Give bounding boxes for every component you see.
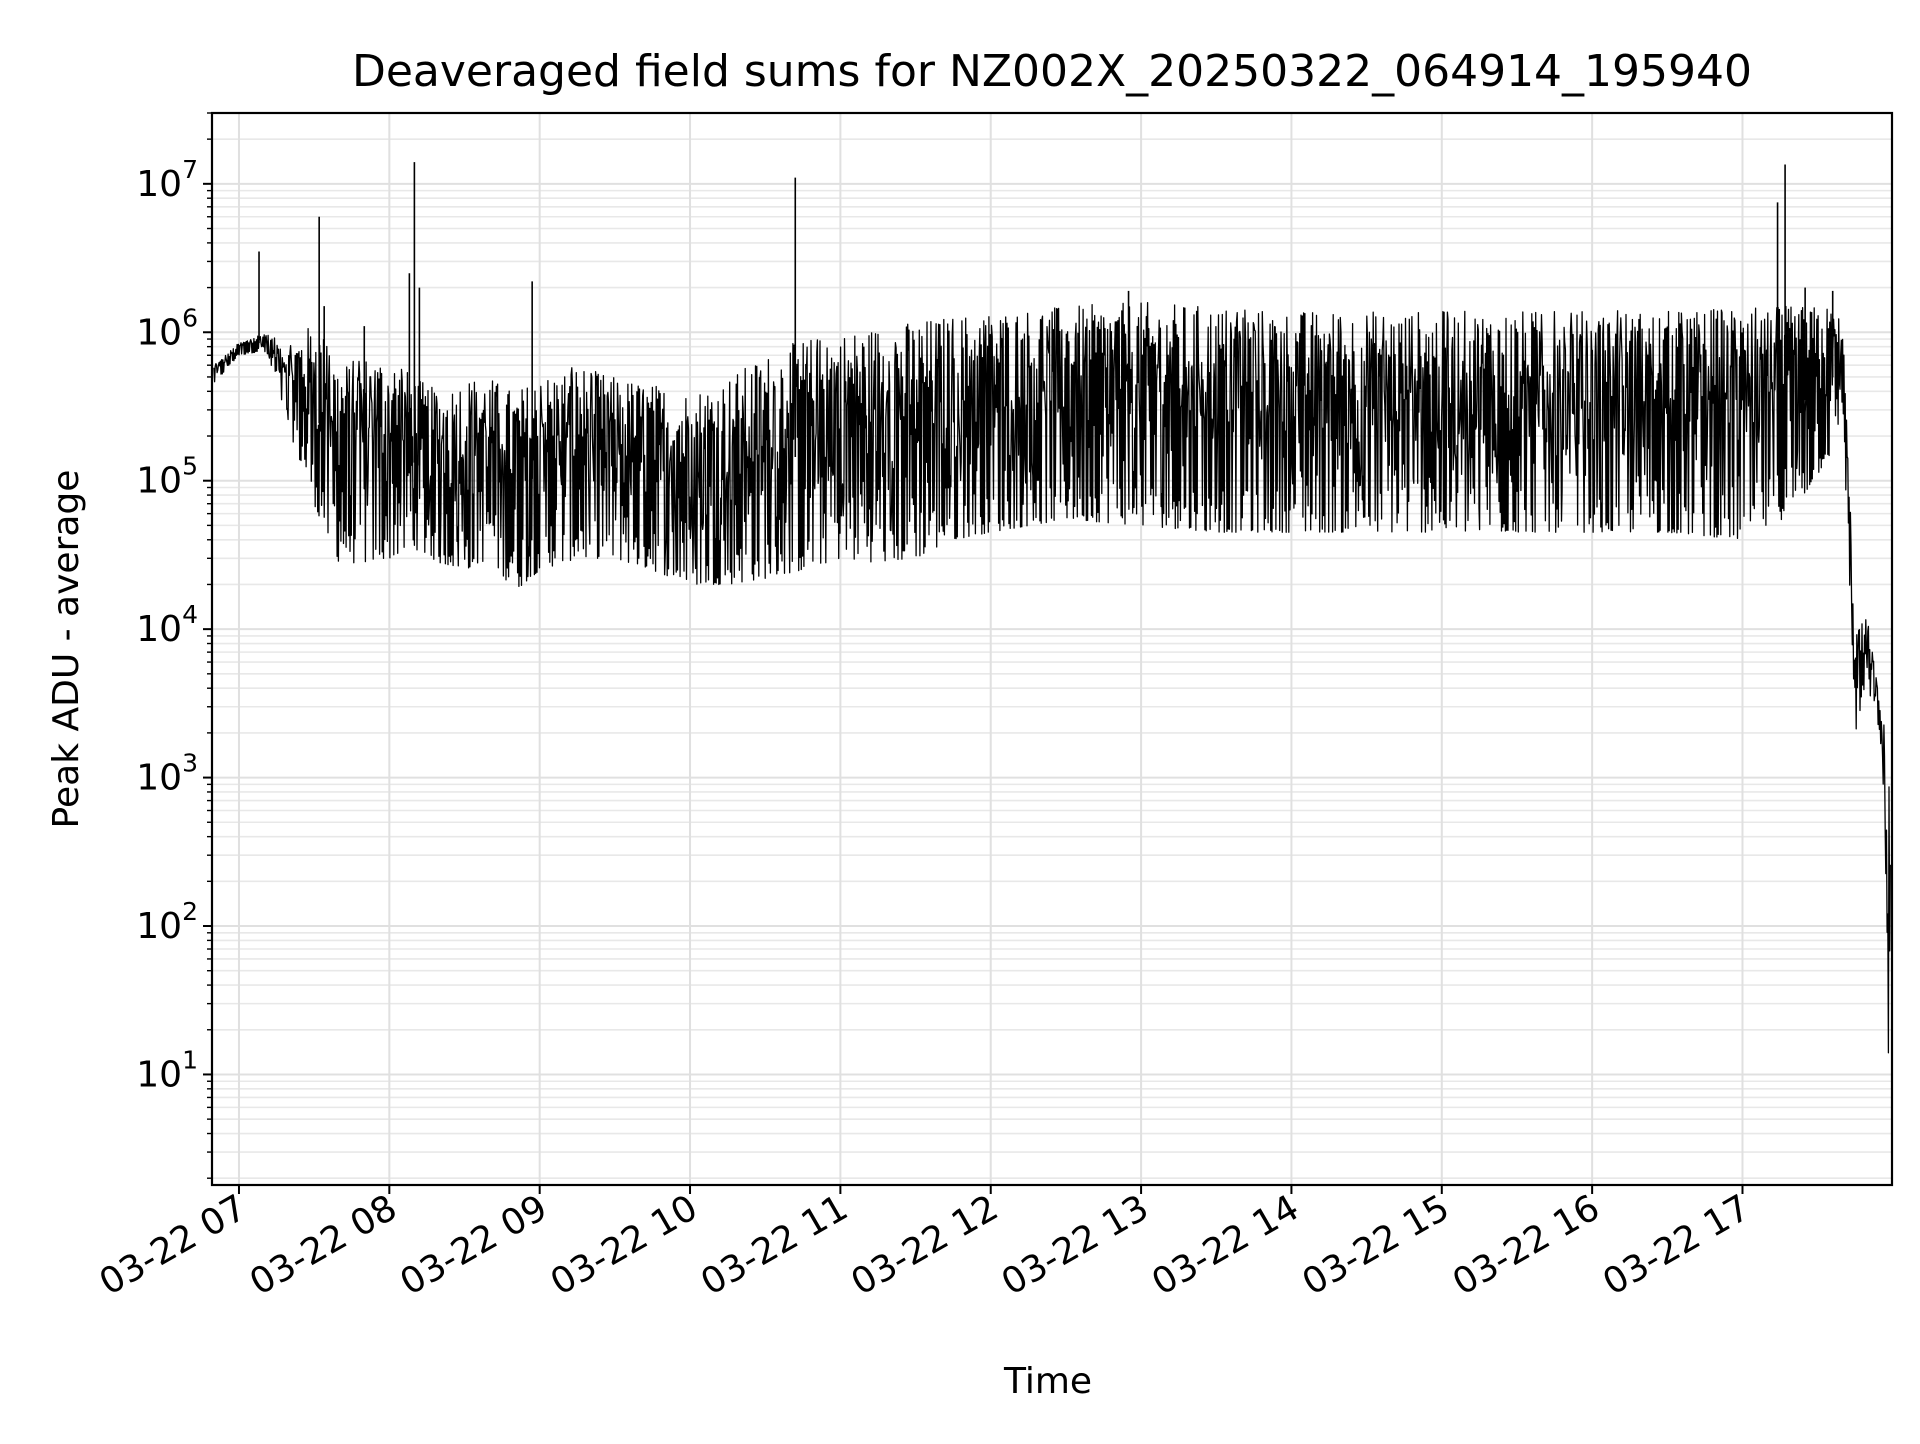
y-axis-label: Peak ADU - average (46, 470, 87, 829)
y-tick-exponent: 4 (182, 600, 198, 629)
y-tick-label: 10 (136, 164, 182, 205)
y-tick-exponent: 6 (182, 303, 198, 332)
y-tick-exponent: 5 (182, 452, 198, 481)
chart-title: Deaveraged field sums for NZ002X_2025032… (352, 46, 1752, 97)
y-tick-label: 10 (136, 609, 182, 650)
y-tick-label: 10 (136, 906, 182, 947)
y-tick-label: 10 (136, 461, 182, 502)
y-tick-label: 10 (136, 758, 182, 799)
y-tick-exponent: 7 (182, 155, 198, 184)
y-tick-label: 10 (136, 1054, 182, 1095)
y-tick-exponent: 2 (182, 897, 198, 926)
y-tick-exponent: 3 (182, 749, 198, 778)
y-tick-label: 10 (136, 312, 182, 353)
y-tick-exponent: 1 (182, 1045, 198, 1074)
series-line (213, 302, 1891, 1054)
series-layer (213, 162, 1891, 1054)
x-axis-label: Time (1003, 1361, 1092, 1402)
plot-frame (210, 111, 1894, 1187)
